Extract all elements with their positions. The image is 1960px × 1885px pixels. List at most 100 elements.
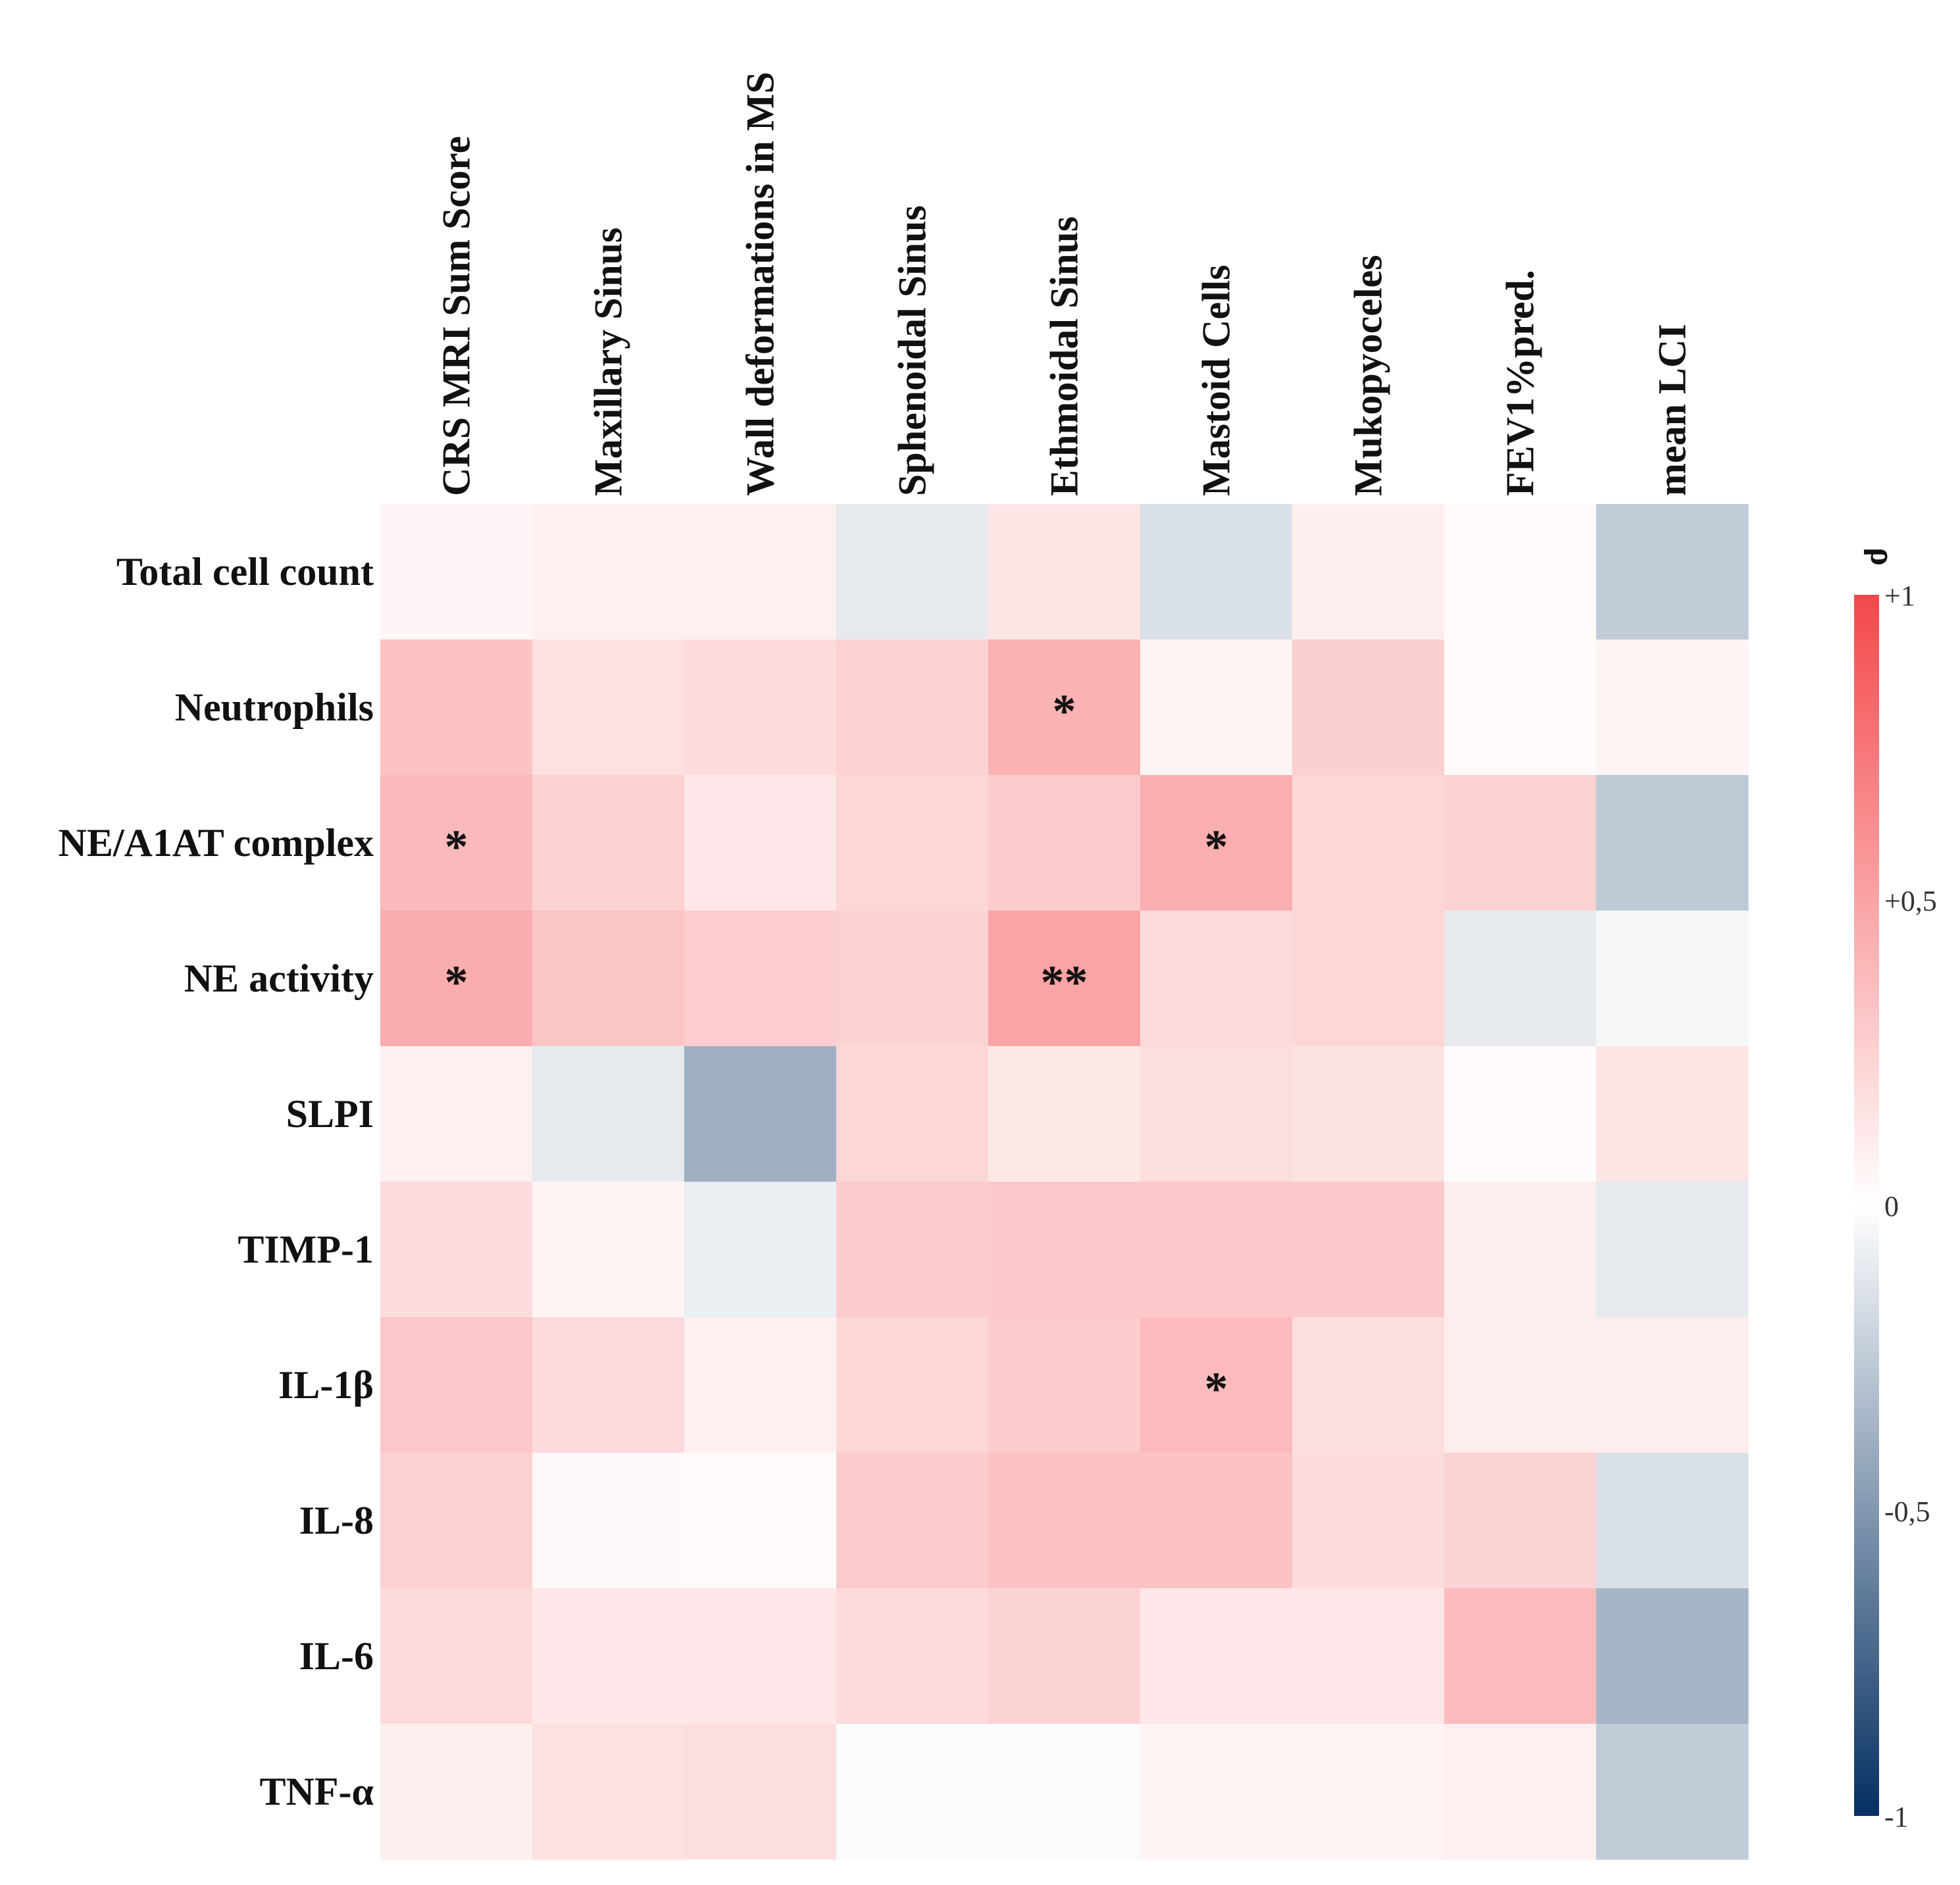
heatmap-cell-r4-c1 [532,1046,685,1182]
row-label-il-6: IL-6 [299,1634,374,1678]
heatmap-cell-r2-c8 [1596,775,1749,911]
heatmap-cell-r7-c8 [1596,1453,1749,1589]
heatmap-cell-r9-c2 [684,1724,837,1860]
heatmap-cell-r6-c5 [1140,1317,1293,1453]
heatmap-cell-r1-c1 [532,640,685,776]
heatmap-cell-r0-c3 [836,504,989,640]
heatmap-cell-r1-c7 [1444,640,1597,776]
heatmap-cell-r0-c5 [1140,504,1293,640]
heatmap-cell-r8-c6 [1292,1588,1445,1724]
heatmap-cell-r4-c4 [988,1046,1141,1182]
heatmap-cell-r6-c2 [684,1317,837,1453]
heatmap-cell-r5-c8 [1596,1182,1749,1318]
heatmap-cell-r5-c3 [836,1182,989,1318]
row-label-total-cell-count: Total cell count [116,550,374,593]
column-label-ethmoidal-sinus: Ethmoidal Sinus [1043,216,1086,496]
heatmap-cell-r2-c5 [1140,775,1293,911]
heatmap-cell-r2-c4 [988,775,1141,911]
heatmap-cell-r8-c3 [836,1588,989,1724]
heatmap-cell-r8-c8 [1596,1588,1749,1724]
colorbar-tick-1: -1 [1884,1801,1909,1833]
heatmap-cell-r9-c4 [988,1724,1141,1860]
heatmap-cell-r0-c4 [988,504,1141,640]
heatmap-cell-r5-c1 [532,1182,685,1318]
heatmap-cell-r1-c5 [1140,640,1293,776]
heatmap-cell-r1-c6 [1292,640,1445,776]
heatmap-cell-r7-c5 [1140,1453,1293,1589]
colorbar-gradient [1854,595,1879,1816]
heatmap-cell-r4-c6 [1292,1046,1445,1182]
significance-annotations: ** ** *** [445,685,1228,1415]
heatmap-cell-r3-c5 [1140,911,1293,1047]
heatmap-cell-r9-c0 [380,1724,533,1860]
heatmap-cell-r7-c6 [1292,1453,1445,1589]
heatmap-cell-r0-c7 [1444,504,1597,640]
column-label-sphenoidal-sinus: Sphenoidal Sinus [891,205,934,496]
heatmap-cell-r3-c7 [1444,911,1597,1047]
heatmap-cell-r3-c1 [532,911,685,1047]
heatmap-cell-r9-c6 [1292,1724,1445,1860]
row-labels: Total cell count Neutrophils NE/A1AT compl… [59,550,374,1813]
heatmap-cell-r0-c2 [684,504,837,640]
heatmap-cell-r6-c3 [836,1317,989,1453]
heatmap-cell-r1-c8 [1596,640,1749,776]
row-label-tnf: TNF-α [260,1770,374,1813]
column-label-crs-mri-sum-score: CRS MRI Sum Score [435,136,478,496]
heatmap-cell-r9-c5 [1140,1724,1293,1860]
heatmap-cell-r5-c5 [1140,1182,1293,1318]
heatmap-cell-r6-c0 [380,1317,533,1453]
heatmap-cell-r6-c8 [1596,1317,1749,1453]
heatmap-cell-r7-c3 [836,1453,989,1589]
heatmap-cell-r5-c4 [988,1182,1141,1318]
heatmap-cell-r3-c0 [380,911,533,1047]
heatmap-cell-r6-c4 [988,1317,1141,1453]
heatmap-cell-r1-c4 [988,640,1141,776]
column-label-wall-deformations-in-ms: Wall deformations in MS [739,72,782,496]
column-label-fev1-pred: FEV1%pred. [1499,270,1542,496]
colorbar-tick-1: +1 [1884,580,1915,612]
column-label-mastoid-cells: Mastoid Cells [1195,264,1238,496]
row-label-il-8: IL-8 [299,1499,374,1542]
significance-mark-r3-c0: * [445,956,468,1009]
colorbar-tick-0-5: -0,5 [1884,1495,1930,1528]
heatmap-cell-r7-c4 [988,1453,1141,1589]
heatmap-cell-r9-c8 [1596,1724,1749,1860]
heatmap-cell-r8-c4 [988,1588,1141,1724]
heatmap-cell-r7-c0 [380,1453,533,1589]
significance-mark-r6-c5: * [1205,1363,1228,1415]
heatmap-cell-r7-c7 [1444,1453,1597,1589]
heatmap-cell-r0-c8 [1596,504,1749,640]
row-label-il-1: IL-1β [278,1363,374,1407]
heatmap-cell-r2-c2 [684,775,837,911]
heatmap-cell-r5-c7 [1444,1182,1597,1318]
colorbar-tick-0: 0 [1884,1190,1899,1222]
column-label-mean-lci: mean LCI [1651,324,1694,496]
heatmap-cell-r4-c0 [380,1046,533,1182]
heatmap-cell-r6-c6 [1292,1317,1445,1453]
heatmap-cell-r7-c2 [684,1453,837,1589]
heatmap-cell-r4-c8 [1596,1046,1749,1182]
heatmap-cell-r2-c3 [836,775,989,911]
significance-mark-r2-c5: * [1205,820,1228,873]
column-label-maxillary-sinus: Maxillary Sinus [587,228,630,496]
heatmap-cell-r8-c2 [684,1588,837,1724]
heatmap-cell-r4-c7 [1444,1046,1597,1182]
heatmap-cell-r9-c1 [532,1724,685,1860]
heatmap-cell-r4-c3 [836,1046,989,1182]
row-label-slpi: SLPI [286,1092,374,1136]
significance-mark-r1-c4: * [1053,685,1076,738]
colorbar-tick-0-5: +0,5 [1884,885,1937,917]
heatmap-cell-r1-c0 [380,640,533,776]
heatmap-cell-r0-c6 [1292,504,1445,640]
heatmap-cell-r1-c3 [836,640,989,776]
heatmap-cell-r6-c1 [532,1317,685,1453]
heatmap-cell-r0-c1 [532,504,685,640]
row-label-timp-1: TIMP-1 [238,1228,374,1271]
heatmap-cell-r9-c3 [836,1724,989,1860]
heatmap-cell-r2-c6 [1292,775,1445,911]
heatmap-cell-r6-c7 [1444,1317,1597,1453]
significance-mark-r2-c0: * [445,820,468,873]
heatmap-cell-r5-c6 [1292,1182,1445,1318]
heatmap-cell-r9-c7 [1444,1724,1597,1860]
